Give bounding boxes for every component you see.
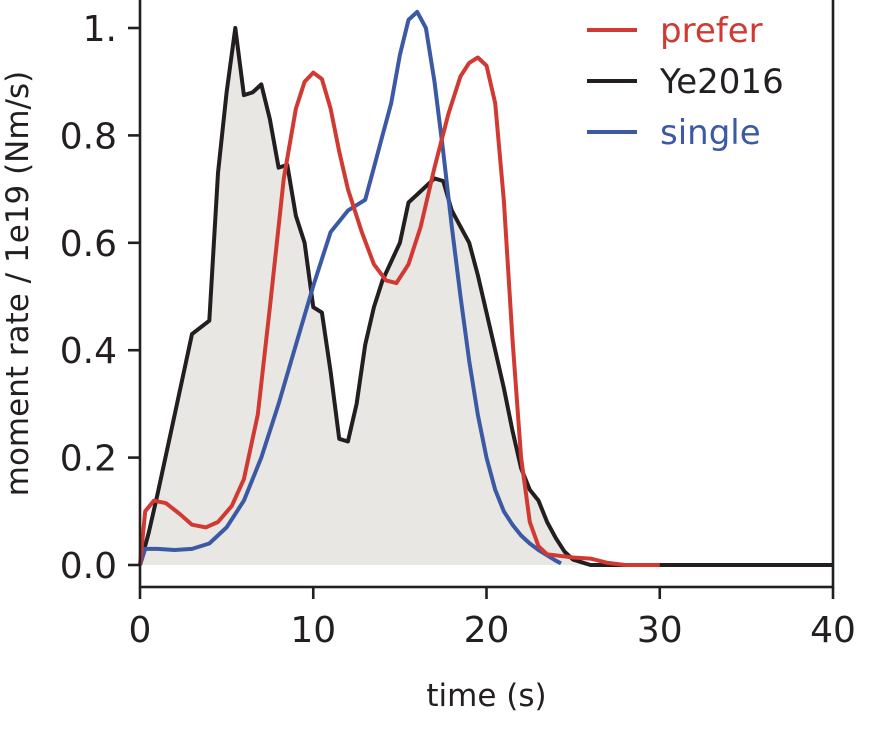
series-line-ye2016	[138, 26, 833, 567]
legend-item-ye2016: Ye2016	[587, 62, 784, 102]
y-tick-label: 0.6	[60, 224, 117, 265]
y-tick-label: 0.4	[60, 331, 117, 372]
series-line-prefer	[138, 55, 660, 567]
y-tick-label: 0.8	[60, 116, 117, 157]
y-tick-label: 0.0	[60, 546, 117, 587]
legend-item-prefer: prefer	[587, 11, 763, 51]
series-line-single	[138, 9, 562, 566]
legend-label: single	[660, 113, 761, 153]
x-tick-label: 30	[637, 610, 683, 651]
x-tick-label: 20	[464, 610, 510, 651]
legend: prefer Ye2016 single	[587, 11, 784, 153]
legend-label: prefer	[660, 11, 763, 51]
ye2016-filled-area	[140, 28, 833, 565]
x-tick-label: 10	[290, 610, 336, 651]
series-lines	[138, 9, 833, 567]
y-axis-label: moment rate / 1e19 (Nm/s)	[0, 71, 36, 496]
x-tick-label: 0	[129, 610, 152, 651]
y-tick-label: 0.2	[60, 439, 117, 480]
legend-label: Ye2016	[659, 62, 784, 102]
y-axis-ticks: 0.0 0.2 0.4 0.6 0.8 1.	[60, 9, 140, 587]
x-axis-ticks: 0 10 20 30 40	[129, 587, 856, 651]
x-tick-label: 40	[810, 610, 856, 651]
plot-area	[138, 9, 833, 567]
x-axis-label: time (s)	[426, 678, 546, 714]
y-tick-label: 1.	[83, 9, 117, 50]
legend-item-single: single	[587, 113, 761, 153]
